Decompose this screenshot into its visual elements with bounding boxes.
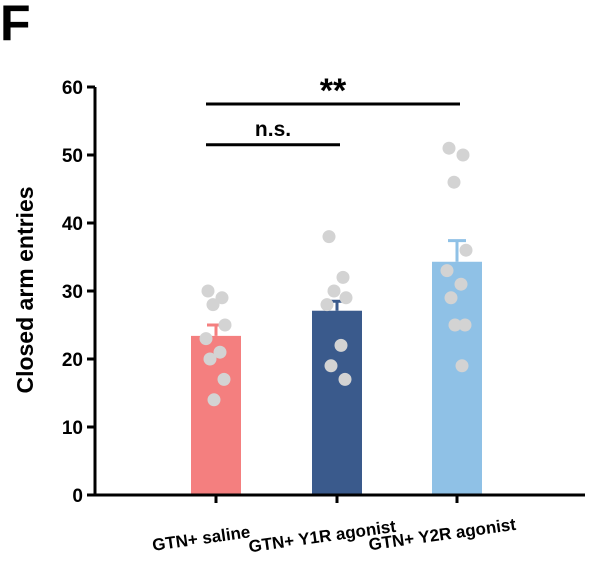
- data-point: [199, 332, 213, 346]
- data-point: [218, 318, 232, 332]
- y-tick-label: 40: [62, 214, 83, 235]
- data-point: [215, 291, 229, 305]
- data-point: [334, 338, 348, 352]
- data-point: [203, 352, 217, 366]
- x-category-label: GTN+ saline: [151, 522, 251, 555]
- bar-1: [191, 335, 241, 495]
- data-point: [454, 277, 468, 291]
- panel-label: F: [0, 0, 31, 51]
- data-point: [448, 318, 462, 332]
- data-point: [320, 298, 334, 312]
- y-axis-label: Closed arm entries: [12, 186, 38, 393]
- y-tick-label: 30: [62, 282, 83, 303]
- data-point: [213, 345, 227, 359]
- data-point: [455, 359, 469, 373]
- significance-label: **: [320, 72, 347, 110]
- data-point: [338, 372, 352, 386]
- y-tick-label: 20: [62, 350, 83, 371]
- data-point: [207, 393, 221, 407]
- data-point: [459, 243, 473, 257]
- data-point: [201, 284, 215, 298]
- y-tick-label: 60: [62, 78, 83, 99]
- data-point: [447, 175, 461, 189]
- data-point: [458, 318, 472, 332]
- data-point: [339, 291, 353, 305]
- data-point: [322, 230, 336, 244]
- data-point: [442, 141, 456, 155]
- data-point: [217, 372, 231, 386]
- data-point: [336, 270, 350, 284]
- data-point: [456, 148, 470, 162]
- data-point: [327, 284, 341, 298]
- data-point: [324, 359, 338, 373]
- data-point: [206, 298, 220, 312]
- significance-label: n.s.: [255, 118, 291, 141]
- data-point: [440, 264, 454, 278]
- y-tick-label: 0: [72, 486, 83, 507]
- bar-3: [432, 261, 482, 495]
- y-tick-label: 10: [62, 418, 83, 439]
- data-point: [444, 291, 458, 305]
- y-tick-label: 50: [62, 146, 83, 167]
- bar-2: [312, 310, 362, 495]
